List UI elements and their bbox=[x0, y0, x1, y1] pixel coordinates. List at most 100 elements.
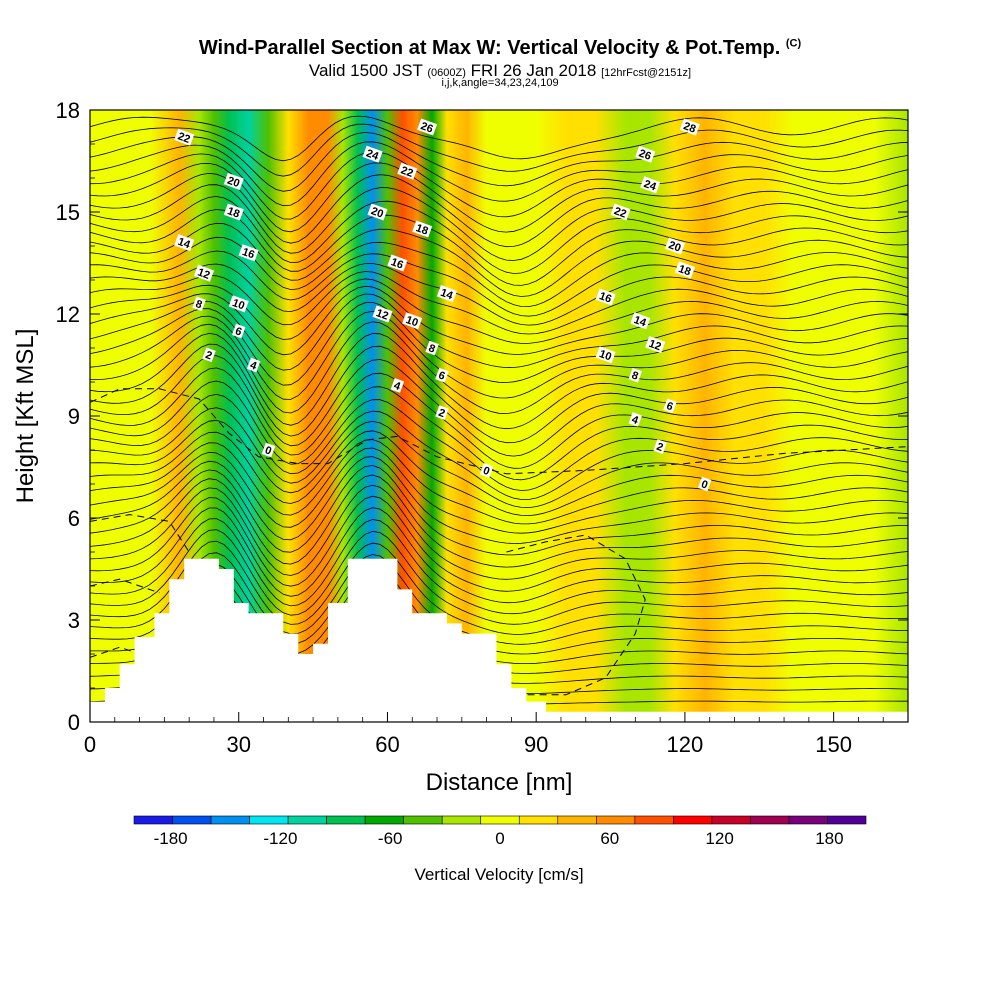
isentrope-line bbox=[90, 301, 908, 386]
contour-label-text: 10 bbox=[404, 314, 420, 329]
contour-label-box bbox=[390, 378, 405, 393]
terrain bbox=[90, 558, 908, 722]
contour-label-33: 14 bbox=[630, 312, 651, 330]
colorbar-swatch bbox=[287, 815, 327, 825]
isentrope-line bbox=[90, 507, 908, 604]
contour-label-3: 14 bbox=[174, 234, 195, 252]
contour-label-box bbox=[630, 312, 651, 330]
contour-label-32: 16 bbox=[595, 288, 616, 306]
contour-label-box bbox=[436, 285, 457, 303]
contour-label-text: 0 bbox=[481, 465, 491, 478]
colorbar-swatch bbox=[364, 815, 404, 825]
contour-label-20: 10 bbox=[402, 312, 423, 330]
isentrope-line bbox=[90, 552, 908, 645]
contour-label-box bbox=[261, 442, 276, 458]
contour-label-box bbox=[231, 323, 246, 339]
contour-label-box bbox=[402, 312, 423, 330]
x-tick-label: 90 bbox=[524, 732, 548, 757]
contour-label-box bbox=[238, 244, 259, 262]
isentrope-line bbox=[90, 393, 908, 491]
isentrope-line bbox=[90, 285, 908, 356]
contour-label-text: 6 bbox=[233, 325, 243, 338]
contour-label-30: 20 bbox=[664, 237, 686, 255]
contour-label-14: 22 bbox=[397, 162, 418, 180]
contour-label-text: 10 bbox=[597, 348, 613, 363]
zero-contour bbox=[90, 388, 908, 475]
contour-label-27: 26 bbox=[635, 145, 656, 163]
chart-title-mark: (C) bbox=[785, 37, 802, 50]
contour-label-4: 16 bbox=[238, 244, 259, 262]
x-tick-label: 30 bbox=[226, 732, 250, 757]
contour-label-8: 6 bbox=[231, 323, 246, 339]
contour-label-text: 12 bbox=[647, 338, 663, 353]
isentrope-line bbox=[90, 518, 908, 615]
contour-label-25: 0 bbox=[479, 463, 494, 478]
colorbar: -180 -120 -60 0 60 120 180 bbox=[133, 815, 867, 848]
contour-label-text: 2 bbox=[437, 407, 447, 420]
contour-label-box bbox=[628, 367, 643, 383]
colorbar-swatch bbox=[557, 815, 597, 825]
contour-label-text: 22 bbox=[399, 164, 415, 179]
zero-contour bbox=[506, 534, 646, 696]
contour-label-10: 4 bbox=[246, 357, 261, 373]
contour-label-text: 26 bbox=[419, 120, 435, 135]
isentrope-line bbox=[90, 343, 908, 444]
contour-label-19: 12 bbox=[372, 305, 393, 323]
isentrope-line bbox=[90, 271, 908, 335]
isentrope-line bbox=[90, 250, 908, 317]
contour-label-text: 12 bbox=[374, 307, 390, 322]
contour-label-text: 12 bbox=[196, 266, 212, 281]
contour-label-text: 6 bbox=[437, 369, 447, 382]
contour-label-box bbox=[246, 357, 261, 373]
contour-label-23: 4 bbox=[390, 378, 405, 393]
contour-label-5: 12 bbox=[193, 264, 215, 282]
subtitle-date: FRI 26 Jan 2018 bbox=[470, 61, 597, 80]
isentropes bbox=[90, 115, 908, 705]
zero-contour bbox=[90, 514, 190, 553]
contour-label-13: 24 bbox=[362, 145, 383, 163]
contour-label-box bbox=[193, 264, 215, 282]
chart-title: Wind-Parallel Section at Max W: Vertical… bbox=[198, 37, 802, 59]
contour-label-box bbox=[202, 347, 216, 363]
colorbar-swatch bbox=[403, 815, 443, 825]
contour-label-text: 16 bbox=[597, 290, 613, 305]
y-tick-label: 9 bbox=[68, 404, 80, 429]
contour-label-text: 16 bbox=[389, 256, 405, 271]
contour-label-box bbox=[367, 203, 388, 221]
x-tick-label: 0 bbox=[84, 732, 96, 757]
contour-label-text: 0 bbox=[263, 444, 273, 457]
isentrope-line bbox=[90, 184, 908, 261]
isentrope-line bbox=[90, 141, 908, 207]
isentrope-line bbox=[90, 484, 908, 580]
contour-label-text: 8 bbox=[630, 369, 640, 382]
colorbar-swatch bbox=[788, 815, 828, 825]
contour-label-text: 2 bbox=[655, 441, 665, 454]
isentrope-line bbox=[90, 407, 908, 500]
contour-label-12: 26 bbox=[417, 118, 438, 136]
contour-label-text: 22 bbox=[176, 130, 192, 145]
x-tick-label: 150 bbox=[815, 732, 852, 757]
contour-label-37: 6 bbox=[663, 398, 677, 413]
contour-label-16: 18 bbox=[412, 220, 433, 238]
contour-label-box bbox=[435, 405, 449, 420]
colorbar-swatch bbox=[596, 815, 636, 825]
isentrope-line bbox=[90, 310, 908, 400]
colorbar-swatch bbox=[711, 815, 751, 825]
colorbar-swatch bbox=[480, 815, 520, 825]
isentrope-line bbox=[90, 151, 908, 220]
contour-label-box bbox=[674, 261, 695, 279]
isentrope-line bbox=[90, 278, 908, 344]
colorbar-tick-label: 0 bbox=[495, 829, 504, 848]
colorbar-swatch bbox=[518, 815, 559, 825]
contour-label-text: 16 bbox=[240, 246, 256, 261]
isentrope-line bbox=[90, 474, 908, 568]
contour-label-box bbox=[628, 412, 643, 427]
contour-label-22: 6 bbox=[435, 367, 449, 383]
contour-label-box bbox=[397, 162, 418, 180]
subtitle-valid: Valid 1500 JST bbox=[308, 61, 423, 80]
contour-label-2: 18 bbox=[223, 203, 244, 221]
contour-label-box bbox=[223, 203, 244, 221]
contour-label-text: 0 bbox=[699, 478, 709, 491]
colorbar-swatch bbox=[210, 815, 250, 825]
